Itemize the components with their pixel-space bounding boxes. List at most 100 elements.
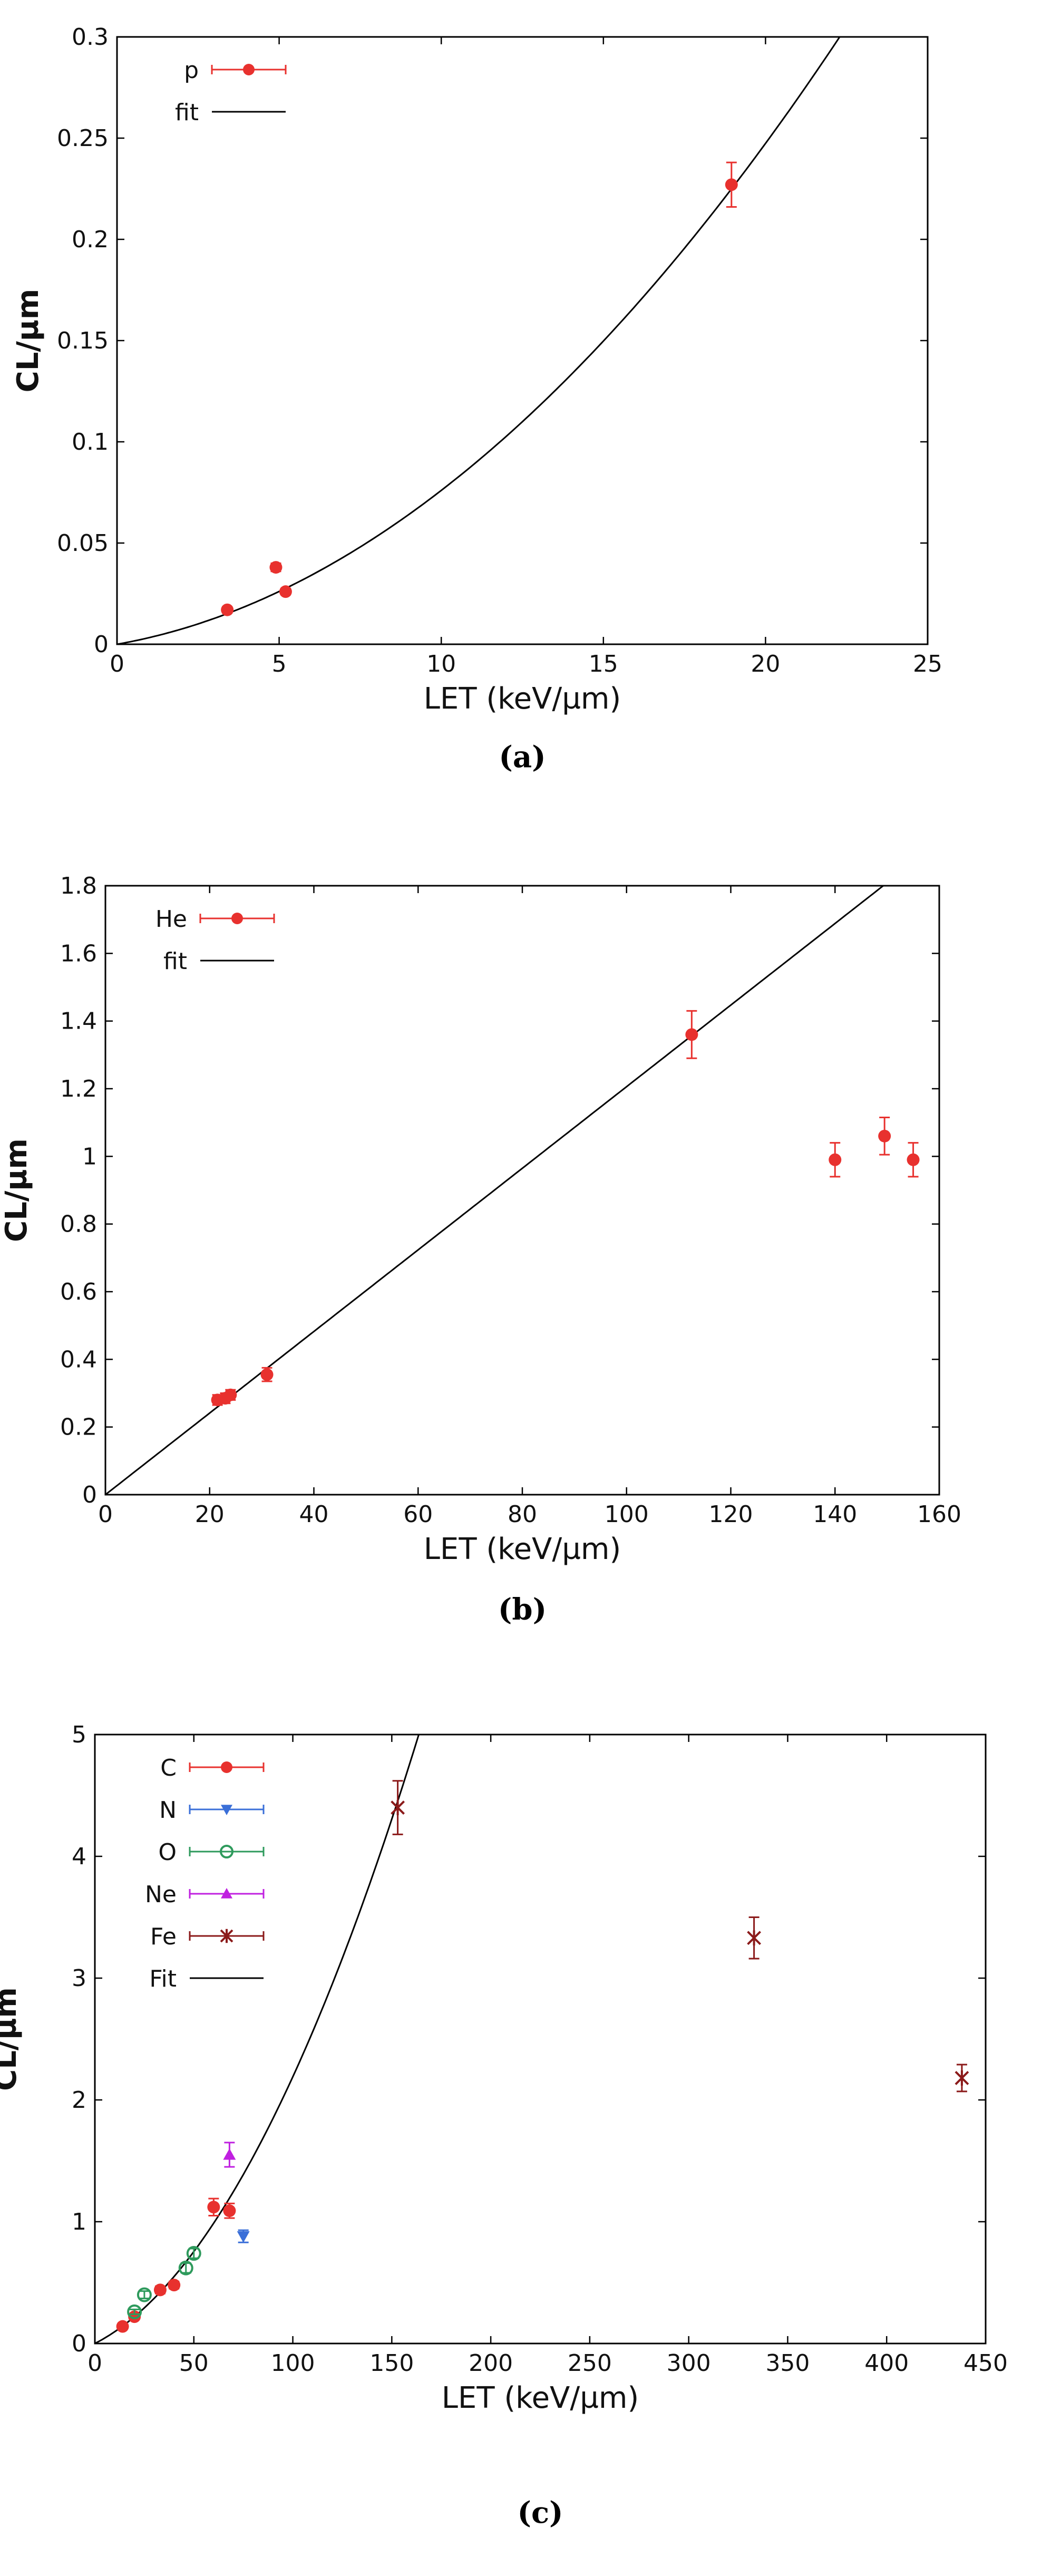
marker: [223, 2204, 236, 2217]
data-point-fe-1: [391, 1780, 405, 1835]
marker: [725, 178, 738, 191]
marker: [829, 1153, 842, 1166]
marker: [224, 1388, 237, 1401]
y-tick-label: 1.6: [60, 940, 97, 967]
data-point-o-1: [127, 2304, 142, 2319]
marker: [221, 603, 234, 616]
x-tick-label: 450: [963, 2350, 1008, 2377]
panel-caption: (c): [517, 2495, 563, 2530]
legend-label: O: [158, 1839, 177, 1866]
data-point-ne-1: [223, 2142, 236, 2168]
x-tick-label: 10: [426, 651, 456, 677]
y-tick-label: 0: [82, 1481, 97, 1508]
y-tick-label: 1.8: [60, 873, 97, 899]
marker: [269, 561, 283, 574]
legend-label: He: [155, 906, 187, 933]
x-tick-label: 0: [87, 2350, 102, 2377]
marker: [137, 2287, 152, 2302]
data-point-o-4: [186, 2246, 201, 2261]
x-tick-label: 0: [98, 1501, 113, 1528]
x-tick-label: 120: [709, 1501, 753, 1528]
data-point-p-3: [279, 585, 292, 598]
panel-caption: (a): [499, 740, 546, 774]
x-tick-label: 350: [765, 2350, 810, 2377]
y-tick-label: 2: [72, 2087, 86, 2114]
data-point-he-6: [829, 1142, 842, 1178]
data-point-fe-2: [747, 1916, 762, 1960]
y-tick-label: 1: [72, 2209, 86, 2235]
x-axis-label: LET (keV/µm): [442, 2381, 639, 2415]
x-tick-label: 20: [195, 1501, 225, 1528]
fit-curve: [95, 1735, 420, 2343]
x-tick-label: 400: [864, 2350, 909, 2377]
y-axis-label: CL/µm: [0, 1138, 34, 1242]
marker: [168, 2279, 181, 2292]
y-axis-label: CL/µm: [0, 1987, 23, 2091]
x-tick-label: 100: [605, 1501, 649, 1528]
marker: [153, 2283, 167, 2297]
marker: [223, 2148, 236, 2160]
legend-marker: [221, 1761, 232, 1773]
data-point-he-8: [907, 1142, 920, 1178]
y-tick-label: 1: [82, 1143, 97, 1170]
legend-marker: [220, 1845, 233, 1858]
y-tick-label: 0.25: [57, 125, 109, 152]
legend-label: Fit: [149, 1965, 177, 1992]
chart-panel-2: 0 20 40 60 80 100 120 140 160 0 0.2 0.4 0.6 0.8 1 1.2 1.…: [0, 873, 961, 1627]
marker: [878, 1129, 891, 1142]
data-point-c-6: [223, 2202, 236, 2219]
marker: [207, 2201, 220, 2214]
data-point-c-5: [207, 2197, 220, 2216]
x-tick-label: 150: [369, 2350, 414, 2377]
x-tick-label: 80: [508, 1501, 537, 1528]
legend-marker: [243, 64, 255, 75]
legend-marker: [220, 1929, 233, 1943]
marker: [685, 1028, 698, 1041]
y-tick-label: 0.4: [60, 1346, 97, 1373]
legend: p fit: [175, 57, 287, 126]
marker: [178, 2260, 193, 2275]
data-point-p-4: [725, 161, 738, 208]
x-tick-label: 0: [110, 651, 124, 677]
x-tick-label: 140: [813, 1501, 857, 1528]
marker: [907, 1153, 920, 1166]
x-tick-label: 250: [568, 2350, 612, 2377]
legend: CNO Ne Fe Fit: [145, 1755, 265, 1992]
legend-label: N: [159, 1797, 177, 1824]
marker: [747, 1930, 762, 1946]
x-tick-label: 5: [272, 651, 287, 677]
x-tick-label: 50: [179, 2350, 209, 2377]
data-point-c-1: [116, 2320, 129, 2333]
legend-label: fit: [175, 99, 199, 126]
legend-marker: [231, 913, 243, 924]
data-point-he-3: [224, 1388, 237, 1401]
x-tick-label: 300: [667, 2350, 711, 2377]
marker: [955, 2070, 969, 2086]
fit-curve: [117, 37, 841, 644]
data-point-fe-3: [955, 2064, 969, 2093]
x-axis-label: LET (keV/µm): [424, 682, 621, 716]
legend-marker: [221, 1805, 232, 1815]
data-point-o-3: [178, 2260, 193, 2275]
x-tick-label: 20: [751, 651, 780, 677]
marker: [279, 585, 292, 598]
legend-label: C: [160, 1755, 177, 1781]
data-point-n-1: [237, 2229, 250, 2243]
plot-frame: [116, 36, 929, 645]
data-point-c-3: [153, 2283, 167, 2297]
y-tick-label: 0: [72, 2330, 86, 2357]
y-tick-label: 0.05: [57, 530, 109, 557]
y-tick-label: 5: [72, 1721, 86, 1748]
marker: [260, 1368, 274, 1381]
x-tick-label: 100: [271, 2350, 315, 2377]
data-point-he-4: [260, 1367, 274, 1382]
x-tick-label: 200: [469, 2350, 513, 2377]
chart-panel-3: 0 50 100 150 200 250 300 350 400 450 0 1 2 3 4 5 LET (ke…: [0, 1721, 1008, 2530]
x-tick-label: 15: [589, 651, 618, 677]
y-tick-label: 0.3: [72, 24, 109, 51]
data-point-p-2: [269, 561, 283, 574]
y-tick-label: 0.15: [57, 327, 109, 354]
data-point-o-2: [137, 2287, 152, 2302]
legend: He fit: [155, 906, 275, 975]
